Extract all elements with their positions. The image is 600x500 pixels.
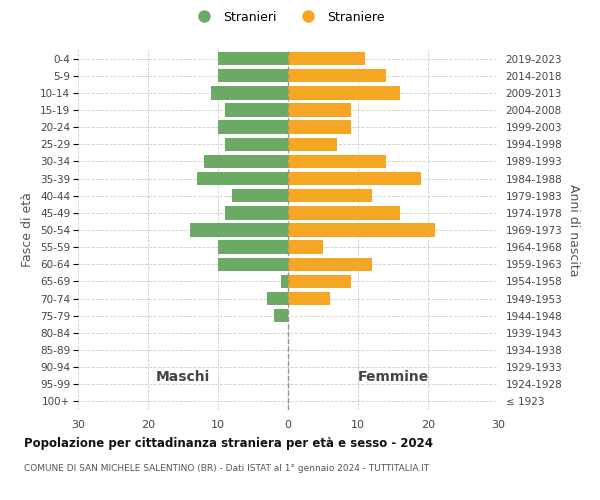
Bar: [211, 86, 288, 100]
Bar: [288, 120, 351, 134]
Bar: [288, 189, 372, 202]
Text: COMUNE DI SAN MICHELE SALENTINO (BR) - Dati ISTAT al 1° gennaio 2024 - TUTTITALI: COMUNE DI SAN MICHELE SALENTINO (BR) - D…: [24, 464, 429, 473]
Bar: [288, 206, 400, 220]
Bar: [288, 172, 421, 186]
Bar: [288, 240, 323, 254]
Bar: [225, 206, 288, 220]
Bar: [274, 309, 288, 322]
Text: Fasce di età: Fasce di età: [21, 192, 34, 268]
Bar: [218, 258, 288, 271]
Bar: [281, 274, 288, 288]
Bar: [288, 69, 386, 82]
Text: Anni di nascita: Anni di nascita: [567, 184, 580, 276]
Text: Popolazione per cittadinanza straniera per età e sesso - 2024: Popolazione per cittadinanza straniera p…: [24, 438, 433, 450]
Bar: [288, 104, 351, 117]
Bar: [218, 52, 288, 66]
Legend: Stranieri, Straniere: Stranieri, Straniere: [187, 6, 389, 29]
Bar: [288, 154, 386, 168]
Bar: [218, 69, 288, 82]
Bar: [225, 138, 288, 151]
Bar: [288, 258, 372, 271]
Text: Femmine: Femmine: [358, 370, 428, 384]
Bar: [232, 189, 288, 202]
Bar: [288, 52, 365, 66]
Bar: [218, 120, 288, 134]
Bar: [288, 86, 400, 100]
Bar: [288, 138, 337, 151]
Bar: [288, 274, 351, 288]
Bar: [218, 240, 288, 254]
Bar: [204, 154, 288, 168]
Bar: [288, 224, 435, 236]
Bar: [190, 224, 288, 236]
Text: Maschi: Maschi: [156, 370, 210, 384]
Bar: [197, 172, 288, 186]
Bar: [225, 104, 288, 117]
Bar: [288, 292, 330, 306]
Bar: [267, 292, 288, 306]
